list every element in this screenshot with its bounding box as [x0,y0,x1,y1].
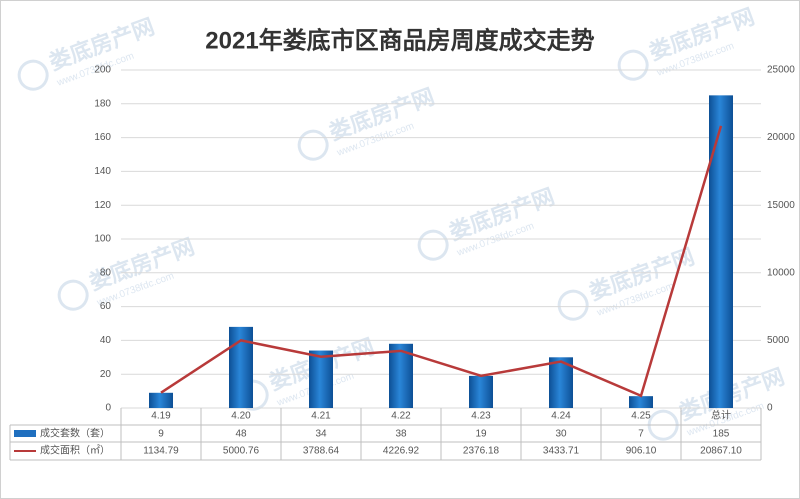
x-tick-label: 4.22 [391,411,411,422]
table-value: 9 [158,429,164,440]
y-tick-label: 180 [94,98,111,109]
bar [469,375,493,408]
watermark-logo [17,59,49,91]
table-value: 1134.79 [143,446,179,457]
y2-tick-label: 0 [767,403,773,414]
y-tick-label: 60 [100,301,112,312]
x-tick-label: 4.25 [631,411,651,422]
line [160,125,723,398]
x-tick-label: 4.19 [151,411,171,422]
table-value: 906.10 [626,446,657,457]
y-tick-label: 80 [100,267,112,278]
y-tick-label: 40 [100,335,112,346]
bar [629,396,653,408]
bar [309,350,333,408]
y2-tick-label: 20000 [767,132,795,143]
table-value: 38 [395,429,407,440]
x-tick-label: 4.21 [311,411,331,422]
x-tick-label: 4.20 [231,411,251,422]
x-tick-label: 总计 [711,409,731,422]
table-value: 185 [713,429,730,440]
y-tick-label: 20 [100,369,112,380]
bar [709,95,733,408]
table-value: 2376.18 [463,446,500,457]
table-value: 3433.71 [543,446,580,457]
y2-tick-label: 10000 [767,267,795,278]
x-tick-label: 4.23 [471,411,491,422]
chart-title: 2021年娄底市区商品房周度成交走势 [205,26,594,54]
table-value: 3788.64 [303,446,340,457]
y2-tick-label: 5000 [767,335,790,346]
watermark-logo [297,129,329,161]
y-tick-label: 0 [105,403,111,414]
table-value: 20867.10 [700,446,742,457]
watermark-logo [557,289,589,321]
table-value: 19 [475,429,487,440]
legend-label: 成交面积（㎡） [40,444,110,457]
table-value: 4226.92 [383,446,420,457]
y-tick-label: 140 [94,166,111,177]
table-value: 7 [638,429,644,440]
legend-swatch [14,430,36,437]
watermark-logo [647,409,679,441]
bar [149,392,173,408]
table-value: 30 [555,429,567,440]
y2-tick-label: 15000 [767,200,795,211]
legend-label: 成交套数（套） [40,427,110,440]
y-tick-label: 160 [94,132,111,143]
watermark-logo [417,229,449,261]
y-tick-label: 120 [94,200,111,211]
table-value: 5000.76 [223,446,260,457]
y2-tick-label: 25000 [767,65,795,76]
y-tick-label: 200 [94,65,111,76]
y-tick-label: 100 [94,234,111,245]
bar [229,326,253,408]
x-tick-label: 4.24 [551,411,571,422]
table-value: 48 [235,429,247,440]
table-value: 34 [315,429,327,440]
watermark-logo [57,279,89,311]
